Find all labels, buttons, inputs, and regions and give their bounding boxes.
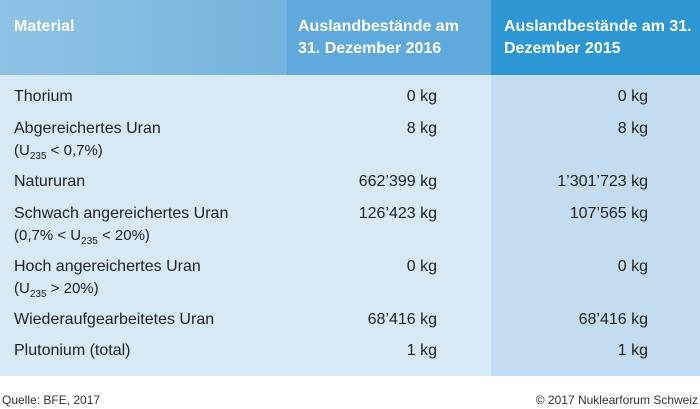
value: 0 kg [406, 88, 437, 105]
value: 68’416 kg [367, 311, 437, 328]
note-text: (U [14, 280, 30, 297]
value: 1 kg [617, 342, 648, 359]
value: 0 kg [617, 258, 648, 275]
header-bg [287, 0, 491, 75]
material-note: (0,7% < U235 < 20%) [14, 225, 150, 253]
material: Hoch angereichertes Uran [14, 258, 201, 275]
note-text: > 20%) [46, 280, 99, 297]
material: Thorium [14, 88, 73, 105]
note-sub: 235 [29, 151, 47, 162]
value: 107’565 kg [569, 205, 648, 222]
material: Abgereichertes Uran [14, 120, 161, 137]
source: Quelle: BFE, 2017 [2, 393, 101, 407]
material: Schwach angereichertes Uran [14, 205, 229, 222]
value: 8 kg [617, 120, 648, 137]
body-bg [491, 75, 700, 376]
value: 8 kg [406, 120, 437, 137]
note-text: (0,7% < U [14, 227, 82, 244]
value: 0 kg [617, 88, 648, 105]
material-note: (U235 < 0,7%) [14, 140, 103, 168]
header-cell: Auslandbestände am 31. Dezember 2016 [298, 18, 459, 57]
header-bg [0, 0, 287, 75]
note-text: < 0,7%) [46, 142, 103, 159]
material: Natururan [14, 173, 86, 190]
note-text: < 20%) [97, 227, 150, 244]
body-bg [0, 75, 491, 376]
material-note: (U235 > 20%) [14, 278, 99, 306]
value: 662’399 kg [358, 173, 437, 190]
material: Plutonium (total) [14, 342, 131, 359]
note-sub: 235 [29, 289, 47, 300]
value: 68’416 kg [578, 311, 648, 328]
value: 1’301’723 kg [557, 173, 648, 190]
header-cell: Auslandbestände am 31. Dezember 2015 [504, 18, 692, 57]
value: 1 kg [406, 342, 437, 359]
header-cell: Material [14, 18, 75, 35]
header-bg [491, 0, 700, 75]
note-text: (U [14, 142, 30, 159]
value: 126’423 kg [358, 205, 437, 222]
value: 0 kg [406, 258, 437, 275]
note-sub: 235 [81, 236, 98, 247]
copyright: © 2017 Nuklearforum Schweiz [535, 393, 698, 407]
material: Wiederaufgearbeitetes Uran [14, 311, 215, 328]
